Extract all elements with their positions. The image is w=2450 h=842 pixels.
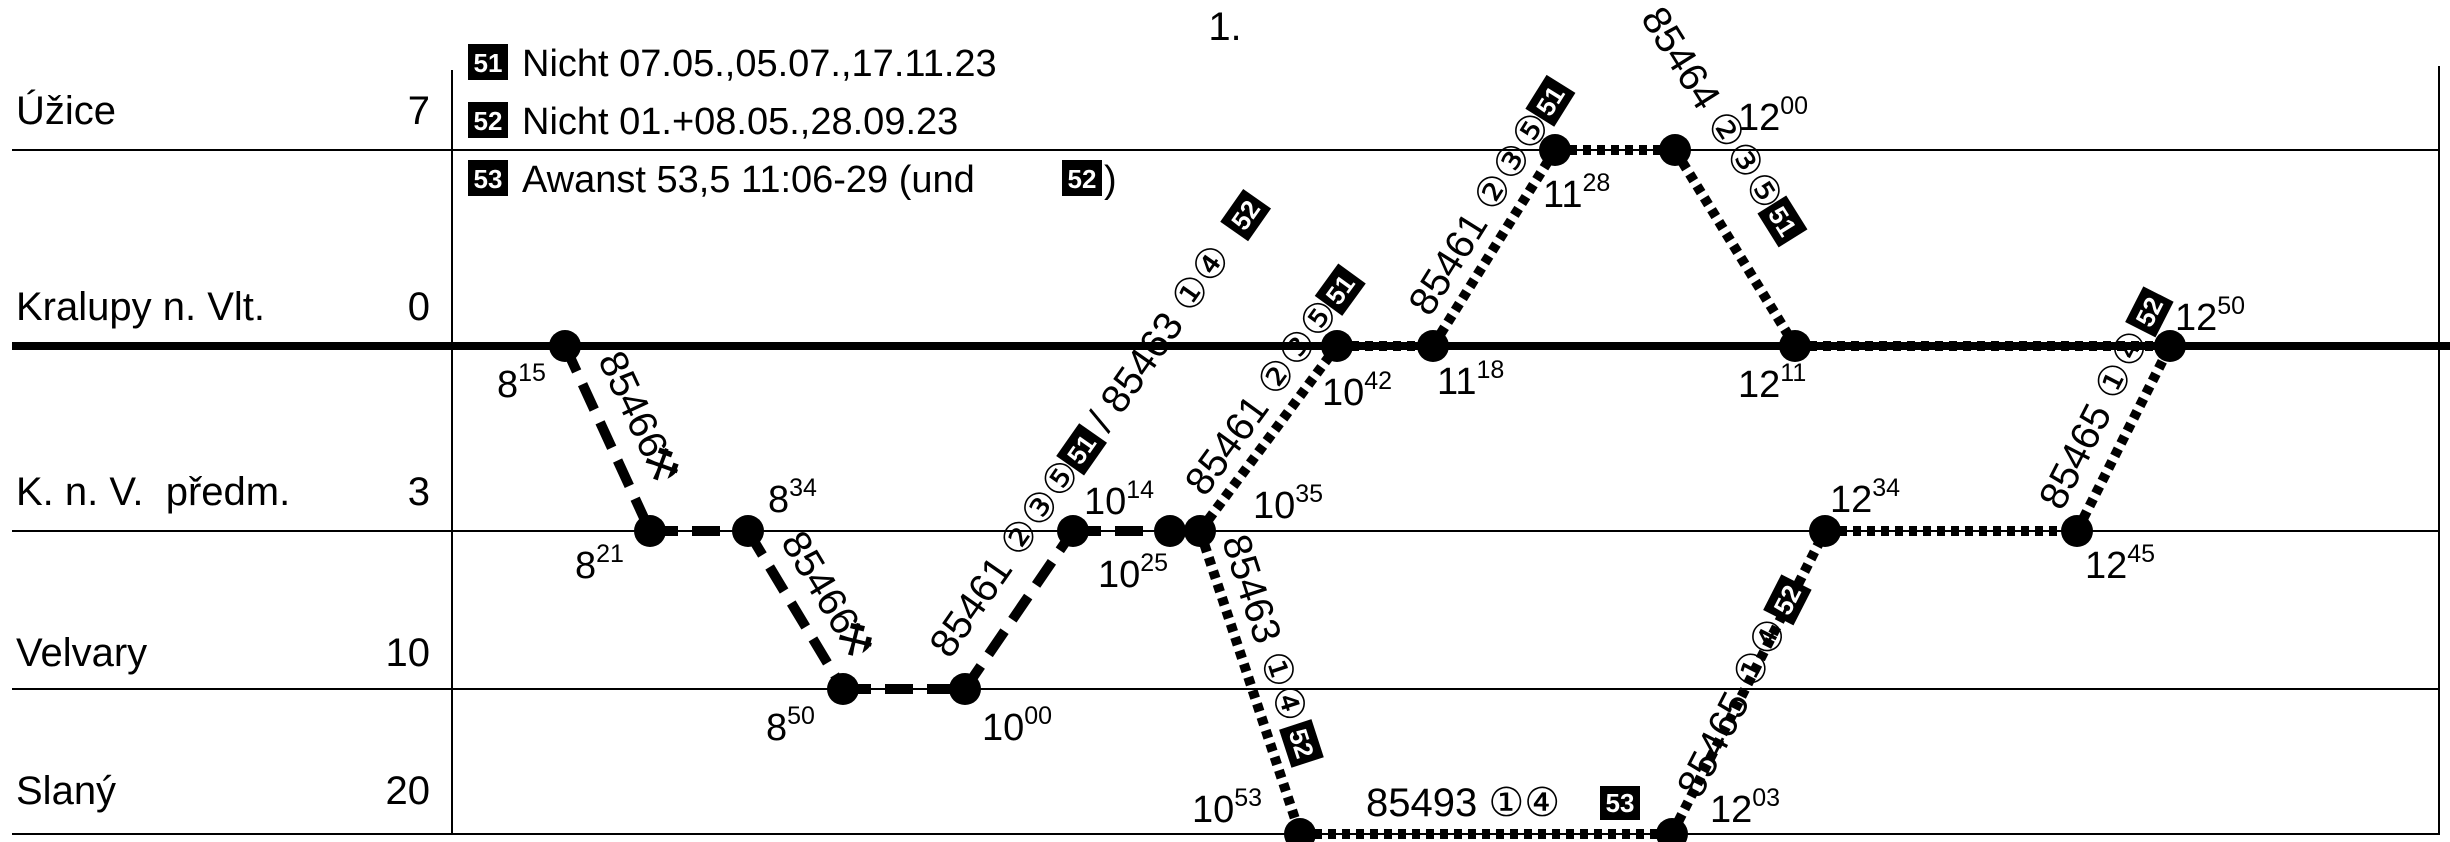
time-label: 821 <box>575 540 624 587</box>
time-label: 1118 <box>1437 356 1504 403</box>
time-label: 834 <box>768 474 817 521</box>
stop-dot <box>1656 818 1688 842</box>
stop-dot <box>2154 330 2186 362</box>
badge-52 <box>1763 574 1812 626</box>
stop-dot <box>1417 330 1449 362</box>
note-53-text: Awanst 53,5 11:06-29 (und <box>522 159 985 201</box>
stop-dot <box>1154 515 1186 547</box>
station-km-velvary: 10 <box>386 631 431 675</box>
note-51-text: Nicht 07.05.,05.07.,17.11.23 <box>522 43 997 85</box>
badge-52-text: 52 <box>474 106 503 136</box>
time-label: 1035 <box>1253 480 1323 527</box>
station-km-slany: 20 <box>386 769 431 813</box>
station-name-velvary: Velvary <box>16 631 147 675</box>
badge-51 <box>1525 74 1576 127</box>
train-label-extra: / 85463 ①④ <box>1080 237 1240 439</box>
train-85466-seg1 <box>560 343 655 534</box>
time-label: 1203 <box>1710 784 1780 831</box>
train-paths <box>560 145 2175 839</box>
time-label: 1042 <box>1322 367 1392 414</box>
badge-51 <box>1314 263 1366 316</box>
stop-dot <box>2061 515 2093 547</box>
stop-dot <box>732 515 764 547</box>
time-label: 1211 <box>1738 359 1806 406</box>
stop-dot <box>1057 515 1089 547</box>
time-label: 1000 <box>982 702 1052 749</box>
train-label: 85493 ①④ <box>1366 781 1560 825</box>
train-85466-seg2 <box>743 528 848 692</box>
stop-dot <box>1779 330 1811 362</box>
station-name-uzice: Úžice <box>16 88 116 133</box>
badge-51 <box>1056 423 1107 476</box>
badge-52 <box>1220 188 1272 242</box>
train-label: 85461 ②③⑤ <box>1400 104 1559 322</box>
note-53-close: ) <box>1104 159 1117 201</box>
stop-dot <box>1321 330 1353 362</box>
train-85465-seg2 <box>2072 343 2175 534</box>
stop-dots <box>549 134 2186 842</box>
train-85461-seg1 <box>960 528 1078 692</box>
stop-dot <box>634 515 666 547</box>
time-label: 1200 <box>1738 92 1808 139</box>
time-label: 1025 <box>1098 549 1168 596</box>
time-label: 1053 <box>1192 784 1262 831</box>
note-51: 51 Nicht 07.05.,05.07.,17.11.23 <box>468 43 997 85</box>
time-labels: 815 821 834 850 1000 1014 1025 1035 1042… <box>497 92 2245 831</box>
badge-53-text: 53 <box>474 164 503 194</box>
notes: 51 Nicht 07.05.,05.07.,17.11.23 52 Nicht… <box>468 43 1117 201</box>
badge-52-inline-text: 52 <box>1068 164 1097 194</box>
badge-51-text: 51 <box>474 48 503 78</box>
badge-51 <box>468 44 508 80</box>
station-km-knv: 3 <box>408 470 430 514</box>
station-lines <box>12 66 2450 835</box>
stop-dot <box>827 673 859 705</box>
stop-dot <box>1659 134 1691 166</box>
note-52-text: Nicht 01.+08.05.,28.09.23 <box>522 101 958 143</box>
station-labels: Úžice 7 Kralupy n. Vlt. 0 K. n. V. předm… <box>16 88 430 813</box>
train-85464-seg1 <box>1670 147 1800 349</box>
train-85461-seg2 <box>1195 343 1342 534</box>
train-85465-seg1 <box>1667 528 1830 837</box>
stop-dot <box>1809 515 1841 547</box>
stop-dot <box>949 673 981 705</box>
stop-dot <box>1284 818 1316 842</box>
train-label: 85465 ①④ <box>1669 611 1796 804</box>
station-name-knv: K. n. V. předm. <box>16 470 290 514</box>
time-label: 850 <box>766 702 815 749</box>
page-title: 1. <box>1208 5 1241 49</box>
time-label: 815 <box>497 359 546 406</box>
train-85463-seg1 <box>1195 529 1305 836</box>
badge-52 <box>2125 286 2174 338</box>
note-52: 52 Nicht 01.+08.05.,28.09.23 <box>468 101 958 143</box>
stop-dot <box>549 330 581 362</box>
time-label: 1250 <box>2175 292 2245 339</box>
station-name-slany: Slaný <box>16 769 116 813</box>
time-label: 1128 <box>1543 169 1610 216</box>
badge-52 <box>468 102 508 138</box>
badge-53 <box>1600 786 1640 820</box>
station-name-kralupy: Kralupy n. Vlt. <box>16 285 265 329</box>
time-label: 1014 <box>1084 476 1154 523</box>
time-label: 1234 <box>1830 474 1900 521</box>
station-km-kralupy: 0 <box>408 285 430 329</box>
badge-52-inline <box>1062 160 1102 196</box>
stop-dot <box>1184 515 1216 547</box>
note-53: 53 Awanst 53,5 11:06-29 (und 52 ) <box>468 159 1117 201</box>
badge-52 <box>1279 719 1324 768</box>
badge-53-text: 53 <box>1606 788 1635 818</box>
station-km-uzice: 7 <box>408 89 430 133</box>
badge-51 <box>1757 195 1808 248</box>
time-label: 1245 <box>2085 540 2155 587</box>
train-85461-seg3 <box>1428 147 1560 349</box>
badge-53 <box>468 160 508 196</box>
stop-dot <box>1539 134 1571 166</box>
